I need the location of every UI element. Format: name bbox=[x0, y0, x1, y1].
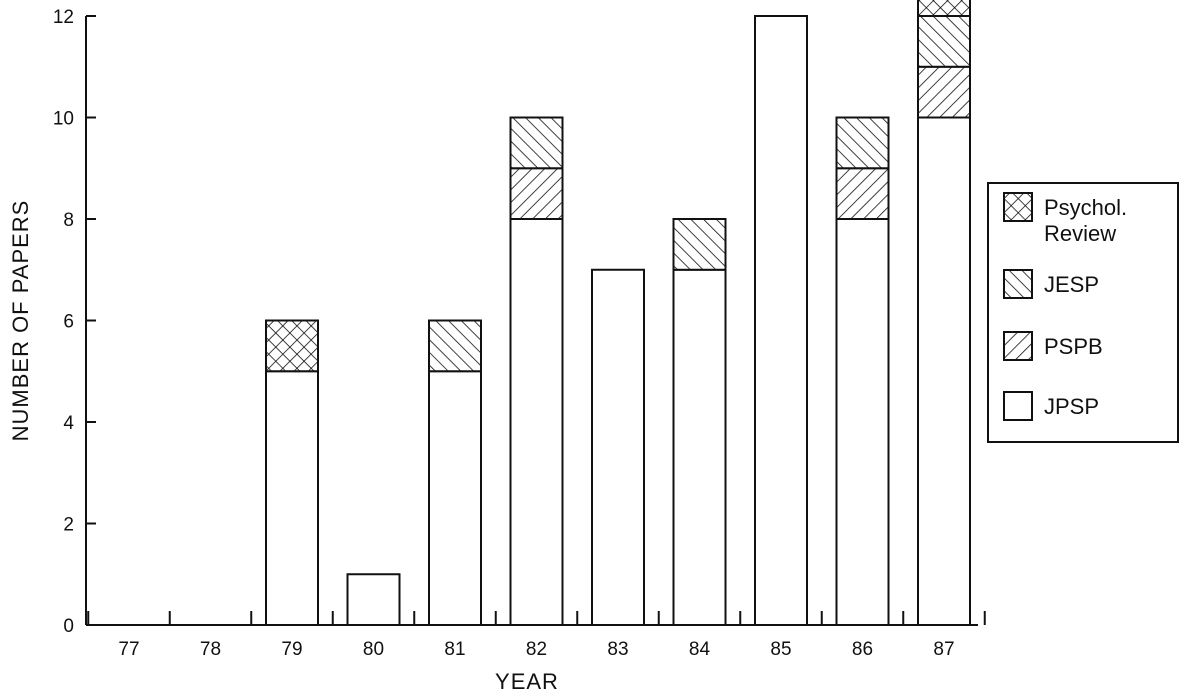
x-tick-label: 86 bbox=[852, 639, 873, 660]
bar-segment-jpsp-84 bbox=[672, 268, 727, 626]
x-tick-label: 77 bbox=[118, 639, 139, 660]
bar-segment-jesp-81 bbox=[428, 319, 482, 373]
x-tick-label: 79 bbox=[281, 639, 302, 660]
bar-segment-jesp-84 bbox=[672, 218, 727, 271]
bar-segment-jpsp-80 bbox=[346, 573, 401, 626]
y-tick-label: 8 bbox=[63, 210, 74, 231]
legend-label: JPSP bbox=[1044, 394, 1099, 419]
bar-segment-pspb-86 bbox=[835, 167, 890, 220]
bar-segment-jpsp-87 bbox=[917, 116, 971, 626]
y-tick-label: 4 bbox=[63, 413, 74, 434]
legend-label: PSPB bbox=[1044, 334, 1103, 359]
x-tick-label: 78 bbox=[200, 639, 221, 660]
legend-swatch bbox=[1003, 391, 1033, 421]
y-axis: 0 2 4 6 8 10 12 bbox=[53, 7, 96, 637]
y-axis-title: NUMBER OF PAPERS bbox=[8, 200, 33, 442]
legend-label: JESP bbox=[1044, 272, 1099, 297]
y-tick-label: 12 bbox=[53, 7, 74, 28]
bar-segment-jpsp-83 bbox=[591, 268, 645, 626]
bar-segment-jpsp-86 bbox=[835, 218, 890, 626]
legend-swatch bbox=[1003, 331, 1033, 361]
x-tick-label: 80 bbox=[363, 639, 384, 660]
bar-segment-psychol-review-79 bbox=[265, 319, 319, 373]
bar-segment-jesp-82 bbox=[509, 116, 564, 170]
x-tick-label: 87 bbox=[933, 639, 954, 660]
bar-segment-pspb-82 bbox=[509, 167, 564, 220]
x-tick-label: 85 bbox=[770, 639, 791, 660]
legend-swatch bbox=[1003, 269, 1033, 299]
legend-label: Psychol. Review bbox=[1044, 195, 1127, 246]
y-tick-label: 10 bbox=[53, 109, 74, 130]
bar-segment-jesp-86 bbox=[835, 116, 890, 170]
bar-segment-jesp-87 bbox=[917, 15, 971, 68]
y-tick-label: 2 bbox=[63, 515, 74, 536]
bar-segment-psychol-review-87 bbox=[917, 0, 971, 17]
y-tick-label: 0 bbox=[63, 616, 74, 637]
bar-segment-jpsp-81 bbox=[428, 370, 482, 626]
bar-segment-jpsp-82 bbox=[509, 218, 564, 626]
x-tick-label: 81 bbox=[444, 639, 465, 660]
bar-segment-jpsp-79 bbox=[265, 370, 319, 626]
x-tick-label: 84 bbox=[689, 639, 711, 660]
legend: Psychol. Review JESP PSPB JPSP bbox=[987, 182, 1179, 443]
y-tick-label: 6 bbox=[63, 312, 74, 333]
legend-swatch bbox=[1003, 192, 1033, 222]
x-tick-label: 83 bbox=[607, 639, 628, 660]
bar-segment-pspb-87 bbox=[917, 65, 971, 119]
bar-segment-jpsp-85 bbox=[754, 15, 808, 626]
x-tick-label: 82 bbox=[526, 639, 547, 660]
bars bbox=[265, 0, 971, 626]
x-axis-title: YEAR bbox=[495, 669, 559, 694]
